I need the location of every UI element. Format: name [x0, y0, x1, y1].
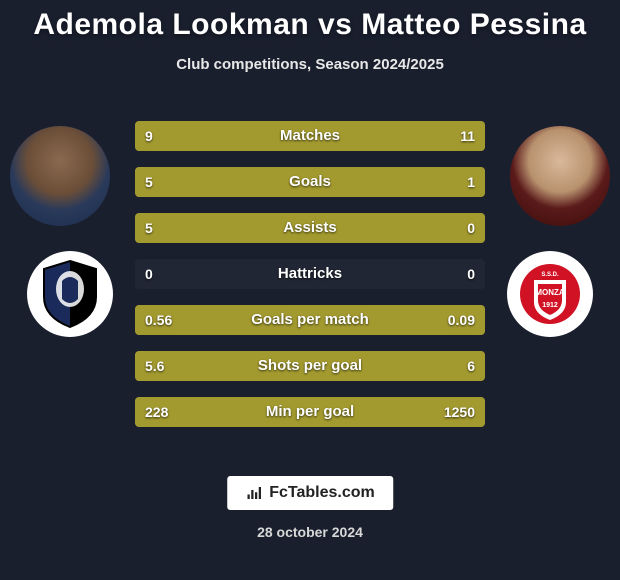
monza-crest-icon: S.S.D. MONZA 1912 — [518, 262, 582, 326]
stat-value-right: 0 — [467, 259, 475, 289]
stat-value-right: 0.09 — [448, 305, 475, 335]
stat-value-right: 1 — [467, 167, 475, 197]
atalanta-crest-icon — [40, 259, 100, 329]
svg-text:S.S.D.: S.S.D. — [541, 272, 559, 278]
stat-row: Min per goal228 1250 — [135, 397, 485, 427]
stat-row: Shots per goal5.6 6 — [135, 351, 485, 381]
stat-label: Goals — [135, 167, 485, 197]
club-crest-left — [27, 251, 113, 337]
stat-label: Goals per match — [135, 305, 485, 335]
stat-label: Assists — [135, 213, 485, 243]
page-title: Ademola Lookman vs Matteo Pessina — [0, 0, 620, 42]
page-subtitle: Club competitions, Season 2024/2025 — [0, 56, 620, 73]
brand-text: FcTables.com — [269, 484, 375, 502]
stat-row: Goals per match0.56 0.09 — [135, 305, 485, 335]
stat-label: Hattricks — [135, 259, 485, 289]
stat-value-left: 0.56 — [145, 305, 172, 335]
svg-text:1912: 1912 — [542, 302, 558, 309]
stat-row: Goals5 1 — [135, 167, 485, 197]
player-avatar-right — [510, 126, 610, 226]
stat-value-left: 0 — [145, 259, 153, 289]
stat-value-right: 0 — [467, 213, 475, 243]
chart-icon — [245, 484, 263, 502]
stat-value-left: 9 — [145, 121, 153, 151]
stat-value-right: 11 — [460, 121, 475, 151]
stat-value-right: 1250 — [444, 397, 475, 427]
stat-label: Matches — [135, 121, 485, 151]
footer-date: 28 october 2024 — [0, 524, 620, 540]
stat-label: Shots per goal — [135, 351, 485, 381]
stat-value-left: 5 — [145, 213, 153, 243]
svg-text:MONZA: MONZA — [535, 288, 565, 297]
face-placeholder-left — [10, 126, 110, 226]
stat-bars-container: Matches911Goals51Assists50Hattricks00Goa… — [135, 121, 485, 443]
stat-row: Assists5 0 — [135, 213, 485, 243]
stat-value-left: 5 — [145, 167, 153, 197]
stat-row: Matches9 11 — [135, 121, 485, 151]
club-crest-right: S.S.D. MONZA 1912 — [507, 251, 593, 337]
stat-value-left: 5.6 — [145, 351, 164, 381]
comparison-content: S.S.D. MONZA 1912 Matches911Goals51Assis… — [0, 101, 620, 441]
stat-row: Hattricks0 0 — [135, 259, 485, 289]
stat-label: Min per goal — [135, 397, 485, 427]
player-avatar-left — [10, 126, 110, 226]
brand-badge: FcTables.com — [227, 476, 393, 510]
stat-value-right: 6 — [467, 351, 475, 381]
face-placeholder-right — [510, 126, 610, 226]
stat-value-left: 228 — [145, 397, 168, 427]
